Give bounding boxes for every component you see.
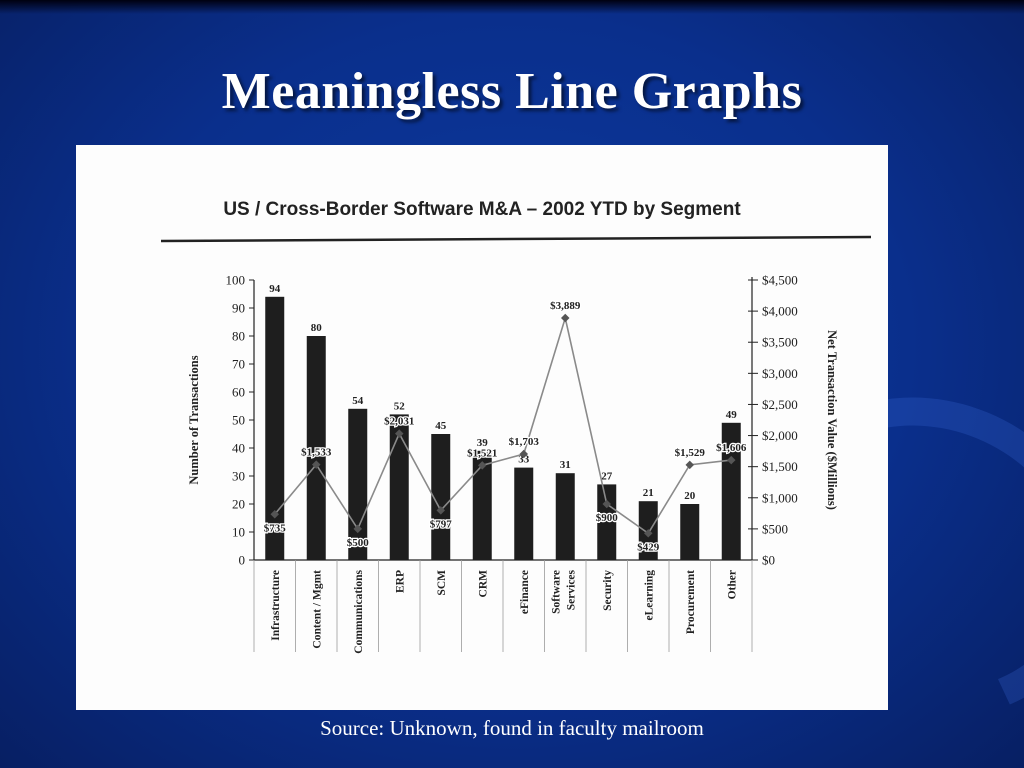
chart-svg: US / Cross-Border Software M&A – 2002 YT…: [160, 199, 872, 654]
category-label: Other: [726, 570, 738, 599]
bar: [472, 450, 492, 560]
left-tick-label: 90: [232, 301, 245, 316]
chart-title: US / Cross-Border Software M&A – 2002 YT…: [223, 199, 741, 220]
bar: [306, 336, 326, 560]
line-point: [478, 461, 487, 470]
category-label: Communications: [353, 569, 365, 653]
left-tick-label: 80: [232, 329, 245, 344]
bar: [721, 422, 741, 560]
line-point: [561, 313, 570, 323]
line-value-label: $1,533: [301, 447, 332, 459]
category-label: Software: [550, 570, 562, 614]
bar: [555, 473, 575, 560]
category-label: eLearning: [643, 570, 655, 621]
left-tick-label: 100: [226, 273, 246, 288]
category-label: ERP: [394, 570, 406, 593]
right-tick-label: $1,000: [762, 490, 798, 505]
value-line: [274, 314, 732, 535]
bar: [265, 296, 285, 560]
line-point: [727, 455, 736, 465]
bar: [514, 467, 534, 560]
title-rule: [160, 235, 872, 243]
line-value-label: $797: [430, 518, 453, 530]
left-tick-label: 70: [232, 357, 245, 372]
right-tick-label: $500: [762, 521, 788, 536]
right-tick-label: $1,500: [762, 459, 798, 474]
slide-top-shadow: [0, 0, 1024, 14]
bar-value-label: 45: [435, 420, 447, 432]
bar-value-label: 54: [352, 395, 364, 407]
bar-value-label: 20: [684, 490, 696, 502]
right-tick-label: $2,500: [762, 397, 798, 412]
line-point: [685, 460, 694, 470]
line-value-label: $1,521: [467, 447, 497, 459]
right-tick-label: $4,500: [762, 273, 798, 288]
bar-value-label: 80: [311, 322, 323, 334]
left-tick-label: 20: [232, 497, 245, 512]
bar-value-label: 49: [726, 409, 738, 421]
category-label: Services: [565, 569, 577, 610]
left-tick-label: 60: [232, 385, 245, 400]
y-axis-title: Number of Transactions: [187, 355, 201, 484]
line-value-label: $1,529: [675, 447, 706, 459]
bar: [597, 484, 617, 560]
right-tick-label: $3,000: [762, 366, 798, 381]
category-label: eFinance: [519, 570, 531, 614]
line-point: [395, 429, 404, 438]
line-point: [602, 499, 611, 509]
y2-axis-title: Net Transaction Value ($Millions): [825, 330, 839, 510]
bar-value-label: 39: [477, 437, 489, 449]
category-label: CRM: [477, 570, 489, 598]
bar-value-label: 33: [518, 454, 530, 466]
right-tick-label: $3,500: [762, 335, 798, 350]
left-tick-label: 30: [232, 469, 245, 484]
source-caption: Source: Unknown, found in faculty mailro…: [320, 716, 704, 740]
category-label: Content / Mgmt: [311, 570, 323, 649]
line-point: [519, 449, 528, 459]
line-value-label: $2,031: [384, 416, 414, 428]
chart-panel: US / Cross-Border Software M&A – 2002 YT…: [76, 145, 888, 710]
bar-value-label: 21: [643, 487, 654, 499]
category-label: Procurement: [685, 570, 697, 634]
line-value-label: $900: [596, 512, 619, 524]
bar: [680, 504, 700, 560]
bar: [389, 414, 409, 560]
line-value-label: $1,703: [509, 436, 540, 448]
bar-value-label: 31: [560, 459, 571, 471]
line-value-label: $1,606: [716, 442, 747, 454]
right-tick-label: $2,000: [762, 428, 798, 443]
bar: [431, 434, 451, 560]
category-label: SCM: [436, 570, 448, 596]
left-tick-label: 10: [232, 525, 245, 540]
line-point: [312, 460, 321, 469]
line-value-label: $3,889: [550, 300, 581, 312]
line-value-label: $429: [637, 541, 660, 553]
right-tick-label: $0: [762, 553, 775, 568]
line-point: [436, 506, 445, 515]
bar-value-label: 27: [601, 470, 613, 482]
line-point: [270, 510, 279, 519]
right-tick-label: $4,000: [762, 304, 798, 319]
category-label: Infrastructure: [270, 570, 282, 641]
left-tick-label: 40: [232, 441, 245, 456]
left-tick-label: 50: [232, 413, 245, 428]
bar-value-label: 94: [269, 283, 281, 295]
line-point: [353, 524, 362, 534]
left-tick-label: 0: [239, 553, 246, 568]
line-value-label: $500: [347, 537, 370, 549]
slide-title: Meaningless Line Graphs: [221, 63, 803, 120]
bar-value-label: 52: [394, 400, 406, 412]
category-label: Security: [602, 570, 614, 611]
line-point: [644, 529, 653, 538]
line-value-label: $735: [264, 522, 287, 534]
